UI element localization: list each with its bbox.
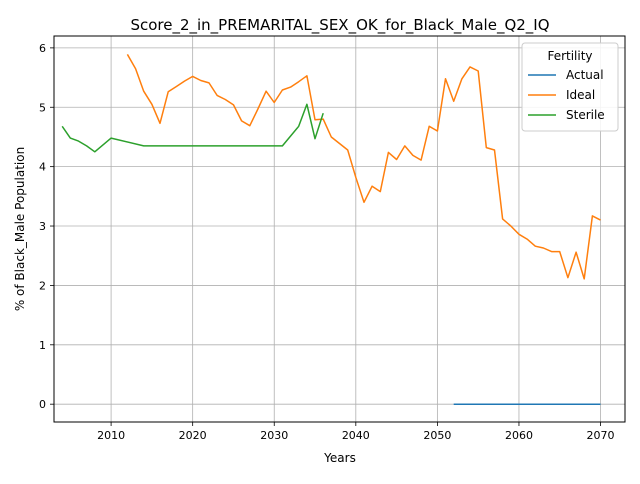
legend-label-actual: Actual (566, 68, 604, 82)
x-tick-label: 2070 (587, 429, 615, 442)
chart-title: Score_2_in_PREMARITAL_SEX_OK_for_Black_M… (130, 16, 549, 35)
plot-frame (53, 35, 626, 423)
y-tick-label: 4 (39, 161, 46, 174)
x-tick-label: 2060 (505, 429, 533, 442)
legend-items: Actual Ideal Sterile (528, 68, 605, 122)
legend-title: Fertility (547, 49, 592, 63)
legend: Fertility Actual Ideal Sterile (521, 42, 619, 132)
series-line-ideal (126, 54, 601, 280)
x-tick-label: 2040 (342, 429, 370, 442)
x-tick-label: 2020 (179, 429, 207, 442)
x-axis-label: Years (323, 451, 356, 465)
x-tick-label: 2010 (97, 429, 125, 442)
legend-label-sterile: Sterile (566, 108, 605, 122)
series-lines (61, 54, 601, 405)
y-tick-label: 1 (39, 339, 46, 352)
y-tick-label: 3 (39, 220, 46, 233)
legend-label-ideal: Ideal (566, 88, 595, 102)
y-tick-label: 6 (39, 42, 46, 55)
y-tick-label: 0 (39, 398, 46, 411)
series-line-sterile (61, 103, 324, 153)
x-tick-label: 2030 (260, 429, 288, 442)
legend-box (521, 42, 619, 132)
y-tick-label: 2 (39, 279, 46, 292)
x-tick-label: 2050 (423, 429, 451, 442)
y-tick-label: 5 (39, 101, 46, 114)
y-axis-ticks: 0 1 2 3 4 5 6 (39, 42, 54, 411)
y-axis-label: % of Black_Male Population (13, 147, 27, 311)
x-axis-ticks: 2010 2020 2030 2040 2050 2060 2070 (97, 422, 615, 442)
